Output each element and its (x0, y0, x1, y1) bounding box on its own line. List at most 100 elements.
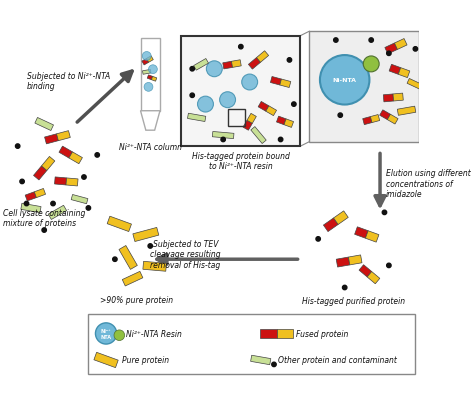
Polygon shape (397, 107, 416, 116)
Polygon shape (385, 44, 397, 55)
FancyBboxPatch shape (88, 314, 415, 374)
Polygon shape (25, 192, 36, 201)
Circle shape (42, 228, 46, 233)
Circle shape (113, 257, 117, 262)
Circle shape (287, 59, 292, 63)
Circle shape (343, 286, 347, 290)
Polygon shape (66, 178, 78, 186)
Circle shape (382, 211, 387, 215)
Polygon shape (363, 117, 372, 125)
Polygon shape (323, 219, 338, 232)
Circle shape (144, 83, 153, 92)
Circle shape (82, 175, 86, 180)
Polygon shape (389, 65, 401, 75)
Text: Ni-NTA: Ni-NTA (333, 78, 357, 83)
Circle shape (320, 56, 369, 105)
Polygon shape (247, 114, 256, 124)
Circle shape (198, 97, 213, 113)
Polygon shape (284, 119, 293, 128)
Polygon shape (271, 77, 282, 86)
Polygon shape (280, 80, 291, 88)
Text: Pure protein: Pure protein (122, 356, 169, 365)
Polygon shape (260, 329, 277, 338)
Polygon shape (370, 115, 380, 123)
Polygon shape (146, 57, 153, 63)
Circle shape (387, 52, 391, 57)
Circle shape (316, 237, 320, 241)
Text: Ni²⁺-NTA Resin: Ni²⁺-NTA Resin (126, 329, 182, 338)
Polygon shape (387, 115, 398, 125)
Polygon shape (34, 189, 46, 198)
Text: Other protein and contaminant: Other protein and contaminant (278, 356, 397, 365)
Polygon shape (59, 147, 73, 158)
Polygon shape (69, 152, 82, 164)
Polygon shape (334, 211, 348, 225)
Polygon shape (359, 265, 372, 277)
Circle shape (95, 323, 117, 344)
Circle shape (114, 330, 125, 341)
Circle shape (190, 94, 194, 98)
Polygon shape (231, 61, 241, 68)
Circle shape (95, 153, 100, 158)
Polygon shape (71, 195, 88, 204)
Circle shape (338, 113, 343, 118)
Polygon shape (336, 257, 350, 267)
Polygon shape (119, 246, 137, 270)
Polygon shape (56, 131, 70, 141)
Polygon shape (94, 352, 118, 368)
Polygon shape (188, 114, 206, 122)
Polygon shape (367, 272, 380, 284)
Circle shape (20, 180, 24, 184)
Circle shape (272, 362, 276, 367)
Circle shape (363, 57, 379, 73)
Circle shape (242, 75, 258, 91)
Polygon shape (394, 39, 407, 50)
Polygon shape (212, 132, 234, 139)
Polygon shape (107, 217, 131, 232)
Polygon shape (248, 59, 261, 70)
Circle shape (190, 67, 194, 72)
Polygon shape (21, 204, 41, 213)
Circle shape (369, 39, 374, 43)
Circle shape (148, 66, 157, 75)
Circle shape (387, 263, 391, 268)
Polygon shape (143, 70, 151, 75)
Polygon shape (55, 178, 66, 186)
Circle shape (334, 39, 338, 43)
Polygon shape (48, 206, 67, 220)
Polygon shape (140, 39, 160, 111)
Circle shape (24, 202, 29, 206)
Text: His-tagged protein bound
to Ni²⁺-NTA resin: His-tagged protein bound to Ni²⁺-NTA res… (192, 151, 290, 170)
Polygon shape (251, 355, 271, 365)
Polygon shape (276, 117, 286, 126)
Polygon shape (45, 134, 58, 144)
Circle shape (51, 202, 55, 206)
Polygon shape (398, 69, 410, 79)
Polygon shape (256, 52, 269, 63)
FancyBboxPatch shape (181, 36, 301, 147)
Text: >90% pure protein: >90% pure protein (100, 295, 173, 304)
Polygon shape (42, 157, 55, 171)
Circle shape (86, 206, 91, 211)
Text: Ni²⁺
NTA: Ni²⁺ NTA (100, 328, 111, 339)
Polygon shape (133, 228, 159, 242)
Circle shape (238, 45, 243, 50)
Text: Elution using different
concentrations of
imidazole: Elution using different concentrations o… (386, 169, 471, 198)
Polygon shape (193, 59, 209, 71)
Text: Subjected to TEV
cleavage resulting
removal of His-tag: Subjected to TEV cleavage resulting remo… (150, 239, 221, 269)
Polygon shape (143, 262, 166, 271)
Polygon shape (223, 62, 233, 70)
Polygon shape (277, 329, 293, 338)
Circle shape (413, 48, 418, 52)
Polygon shape (34, 166, 47, 180)
Polygon shape (348, 255, 362, 265)
Polygon shape (140, 111, 160, 131)
Text: Cell lysate containing
mixture of proteins: Cell lysate containing mixture of protei… (3, 209, 85, 228)
Text: Subjected to Ni²⁺-NTA
binding: Subjected to Ni²⁺-NTA binding (27, 72, 110, 91)
Circle shape (148, 244, 153, 249)
Text: Fused protein: Fused protein (296, 329, 348, 338)
Circle shape (16, 144, 20, 149)
Polygon shape (383, 95, 393, 103)
Circle shape (221, 138, 225, 142)
Polygon shape (266, 107, 276, 116)
